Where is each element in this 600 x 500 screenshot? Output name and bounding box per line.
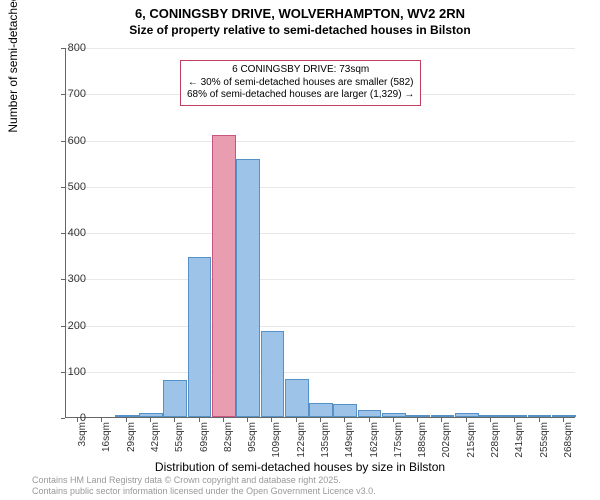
histogram-bar [431, 415, 455, 417]
histogram-bar [406, 415, 430, 417]
histogram-bar [139, 413, 163, 417]
y-axis-label: Number of semi-detached properties [6, 0, 20, 133]
annotation-line1: 6 CONINGSBY DRIVE: 73sqm [187, 64, 414, 77]
y-tick-label: 300 [41, 273, 86, 285]
histogram-bar [479, 415, 503, 417]
attribution-line1: Contains HM Land Registry data © Crown c… [32, 475, 376, 486]
y-tick-label: 200 [41, 320, 86, 332]
y-tick-label: 500 [41, 181, 86, 193]
annotation-box: 6 CONINGSBY DRIVE: 73sqm ← 30% of semi-d… [180, 60, 421, 106]
histogram-bar [552, 415, 576, 417]
histogram-bar-highlight [212, 135, 236, 417]
annotation-line3: 68% of semi-detached houses are larger (… [187, 89, 414, 102]
histogram-bar [309, 403, 333, 417]
y-tick-label: 700 [41, 88, 86, 100]
attribution-line2: Contains public sector information licen… [32, 486, 376, 497]
y-tick-label: 600 [41, 135, 86, 147]
histogram-bar [382, 413, 406, 417]
histogram-bar [285, 379, 309, 417]
annotation-line2: ← 30% of semi-detached houses are smalle… [187, 77, 414, 90]
y-tick-label: 100 [41, 366, 86, 378]
histogram-bar [261, 331, 285, 417]
histogram-bar [455, 413, 479, 417]
y-tick-label: 800 [41, 42, 86, 54]
chart-container: 6, CONINGSBY DRIVE, WOLVERHAMPTON, WV2 2… [0, 0, 600, 500]
histogram-bar [503, 415, 527, 417]
histogram-bar [115, 415, 139, 417]
y-tick-label: 400 [41, 227, 86, 239]
histogram-bar [236, 159, 260, 417]
chart-title-line2: Size of property relative to semi-detach… [0, 21, 600, 37]
attribution-block: Contains HM Land Registry data © Crown c… [32, 475, 376, 497]
histogram-bar [528, 415, 552, 417]
chart-title-block: 6, CONINGSBY DRIVE, WOLVERHAMPTON, WV2 2… [0, 0, 600, 37]
histogram-bar [358, 410, 382, 417]
chart-title-line1: 6, CONINGSBY DRIVE, WOLVERHAMPTON, WV2 2… [0, 6, 600, 21]
histogram-bar [188, 257, 212, 417]
x-axis-label: Distribution of semi-detached houses by … [0, 460, 600, 474]
histogram-bar [163, 380, 187, 417]
histogram-bar [333, 404, 357, 417]
